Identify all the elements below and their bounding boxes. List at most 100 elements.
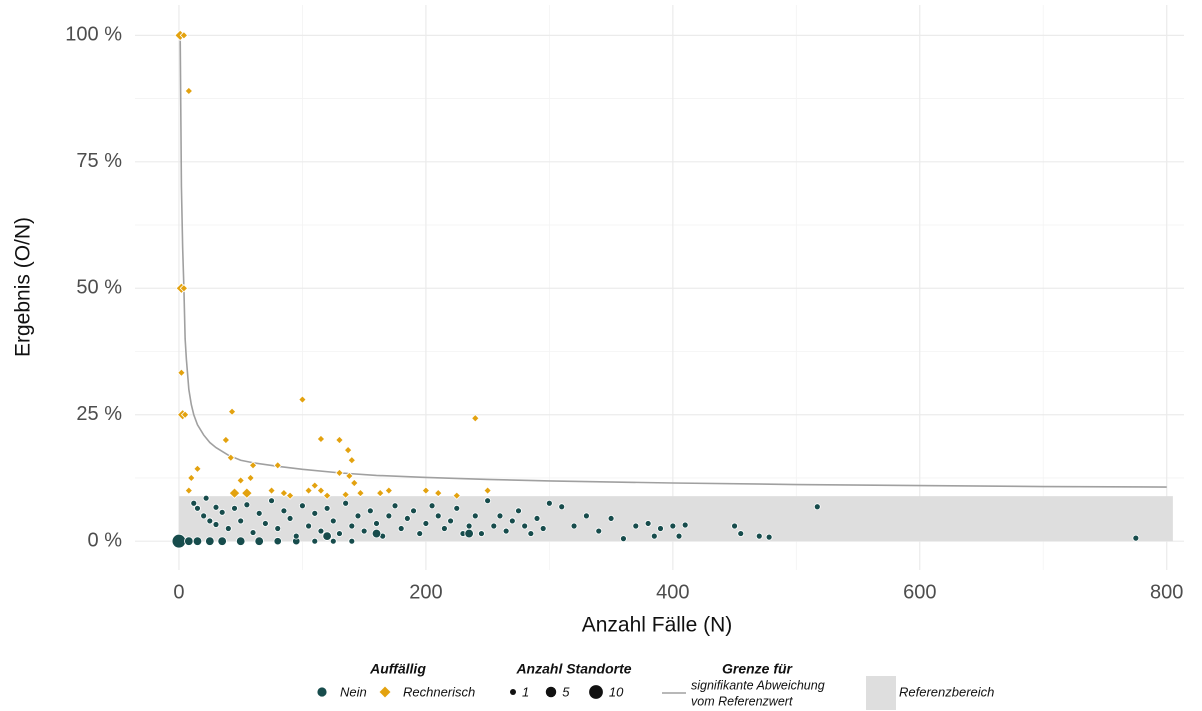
diamond-point	[345, 471, 354, 481]
circle-point	[217, 536, 227, 546]
circle-point	[755, 532, 763, 540]
legend-key	[378, 685, 392, 699]
y-tick-label: 100 %	[65, 24, 122, 46]
circle-point	[348, 537, 356, 545]
circle-point	[681, 521, 689, 529]
circle-point	[268, 497, 275, 505]
circle-point	[464, 528, 474, 539]
circle-point	[539, 525, 547, 532]
circle-point	[299, 502, 306, 510]
y-tick-label: 50 %	[76, 277, 122, 299]
circle-point	[366, 507, 374, 515]
diamond-point	[350, 478, 359, 488]
circle-point	[508, 517, 516, 525]
circle-point	[496, 512, 504, 520]
circle-point	[502, 527, 510, 535]
diamond-point	[246, 473, 255, 483]
diamond-point	[236, 476, 245, 485]
diamond-point	[298, 395, 307, 404]
circle-point	[813, 503, 821, 511]
circle-point	[521, 522, 529, 530]
circle-point	[428, 502, 436, 510]
circle-point	[397, 525, 405, 532]
circle-point	[391, 502, 399, 510]
circle-point	[255, 509, 263, 517]
diamond-point	[248, 461, 258, 470]
circle-point	[336, 530, 343, 537]
circle-point	[1132, 534, 1140, 542]
circle-point	[484, 497, 492, 505]
legend-label: 5	[562, 684, 570, 699]
x-tick-label: 800	[1150, 581, 1183, 603]
legend-label: 1	[522, 684, 529, 699]
circle-point	[286, 515, 294, 522]
circle-point	[441, 525, 448, 532]
diamond-point	[384, 486, 394, 495]
circle-point	[465, 522, 473, 530]
circle-point	[206, 517, 214, 525]
x-axis-label: Anzahl Fälle (N)	[582, 614, 733, 637]
circle-point	[360, 527, 368, 535]
diamond-point	[187, 473, 196, 483]
circle-point	[447, 517, 454, 525]
diamond-point	[184, 486, 193, 495]
x-tick-label: 0	[173, 581, 184, 603]
diamond-point	[341, 490, 350, 499]
diamond-point	[316, 486, 326, 495]
diamond-point	[279, 488, 289, 498]
circle-point	[403, 515, 411, 522]
diamond-point	[335, 468, 344, 478]
diamond-point	[434, 488, 443, 498]
circle-point	[620, 535, 627, 543]
circle-point	[371, 528, 382, 539]
legend-label: 10	[609, 684, 624, 699]
circle-point	[218, 508, 226, 516]
diamond-point	[180, 410, 190, 419]
circle-point	[329, 537, 337, 545]
circle-point	[243, 501, 251, 509]
circle-point	[261, 520, 269, 527]
legend-key	[316, 686, 328, 698]
circle-point	[184, 536, 194, 546]
legend-size-key	[545, 686, 557, 698]
circle-point	[280, 507, 288, 515]
circle-point	[471, 512, 479, 520]
circle-point	[224, 525, 232, 532]
circle-point	[254, 536, 264, 546]
circle-point	[305, 522, 312, 530]
diamond-point	[273, 461, 282, 470]
circle-point	[595, 527, 603, 535]
circle-point	[657, 525, 664, 532]
legend-title: Anzahl Standorte	[515, 661, 631, 677]
boundary-line	[179, 35, 1167, 488]
diamond-point	[177, 368, 186, 377]
y-tick-label: 75 %	[76, 150, 122, 172]
circle-point	[373, 520, 380, 527]
legend-size-key	[589, 685, 603, 699]
circle-point	[202, 494, 210, 502]
diamond-point	[316, 434, 326, 444]
circle-point	[545, 499, 553, 507]
circle-point	[249, 529, 257, 536]
circle-point	[311, 537, 319, 545]
y-axis-label: Ergebnis (O/N)	[12, 217, 35, 357]
legend-label: signifikante Abweichung	[691, 678, 825, 692]
diamond-point	[356, 488, 365, 498]
circle-point	[644, 520, 652, 527]
diamond-point	[179, 31, 189, 40]
diamond-point	[226, 453, 235, 462]
diamond-point	[483, 486, 492, 495]
diamond-point	[285, 491, 295, 500]
diamond-point	[347, 456, 356, 465]
circle-point	[323, 504, 331, 512]
circle-point	[737, 530, 745, 537]
legend-title: Grenze für	[722, 661, 794, 677]
circle-point	[235, 536, 246, 546]
circle-point	[342, 499, 350, 507]
circle-point	[354, 512, 362, 520]
circle-point	[311, 509, 319, 517]
circle-point	[607, 515, 615, 522]
diamond-point	[376, 488, 385, 498]
diamond-point	[184, 86, 193, 96]
circle-point	[533, 515, 541, 522]
